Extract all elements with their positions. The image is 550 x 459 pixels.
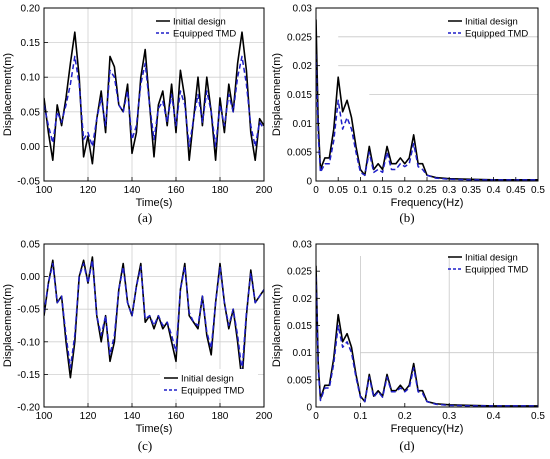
y-tick-label: -0.20	[17, 403, 40, 414]
x-tick-label: 0.5	[531, 185, 545, 196]
y-tick-label: -0.05	[17, 305, 40, 316]
y-tick-label: 0.015	[287, 90, 312, 101]
legend-label-initial-design: Initial design	[181, 374, 234, 385]
x-tick-label: 140	[124, 411, 141, 422]
y-tick-label: 0.005	[287, 148, 312, 159]
panel-caption: (a)	[138, 210, 152, 225]
x-axis-label: Time(s)	[136, 423, 173, 435]
chart-panel-4: 0 0.1 0.2 0.3 0.4 0.5 0 0.005 0.01 0.015 0.02 0.025…	[271, 240, 545, 454]
chart-panel-3: 100 120 140 160 180 200 -0.20 -0.15 -0.10 -0.05 0.…	[2, 240, 273, 454]
x-tick-label: 0.4	[487, 185, 501, 196]
y-tick-label: 0.025	[287, 267, 312, 278]
y-tick-label: 0.025	[287, 32, 312, 43]
axes-frame	[43, 243, 265, 408]
y-tick-label: 0.10	[21, 73, 41, 84]
y-tick-label: 0.20	[21, 4, 41, 15]
y-tick-label: -0.10	[17, 337, 40, 348]
series-line-initial-design	[316, 19, 538, 181]
series-line-equipped-tmd	[44, 259, 264, 372]
legend-label-initial-design: Initial design	[465, 17, 518, 28]
y-tick-label: 0.05	[21, 240, 41, 251]
x-axis-label: Frequency(Hz)	[391, 197, 464, 209]
series-line-equipped-tmd	[316, 276, 538, 407]
y-axis-label: Displacement(m)	[271, 53, 283, 136]
x-tick-label: 0.15	[373, 185, 393, 196]
x-tick-label: 100	[36, 185, 53, 196]
x-tick-label: 0	[313, 185, 319, 196]
panel-caption: (d)	[399, 438, 414, 453]
y-tick-label: 0.015	[287, 321, 312, 332]
x-tick-label: 0.35	[462, 185, 482, 196]
x-tick-label: 120	[80, 411, 97, 422]
x-tick-label: 0	[313, 411, 319, 422]
y-tick-label: -0.05	[17, 177, 40, 188]
x-axis-label: Frequency(Hz)	[391, 423, 464, 435]
series-line-equipped-tmd	[44, 55, 264, 148]
x-tick-label: 0.2	[398, 185, 412, 196]
x-tick-label: 0.45	[506, 185, 526, 196]
x-tick-label: 200	[256, 185, 273, 196]
legend-label-equipped-tmd: Equipped TMD	[181, 386, 244, 397]
x-axis-label: Time(s)	[136, 197, 173, 209]
x-tick-label: 0.25	[417, 185, 437, 196]
legend-label-initial-design: Initial design	[173, 17, 226, 28]
panel-caption: (c)	[138, 438, 152, 453]
x-tick-label: 140	[124, 185, 141, 196]
y-tick-label: 0	[306, 177, 312, 188]
x-tick-label: 0.4	[487, 411, 501, 422]
y-tick-label: 0.05	[21, 107, 41, 118]
x-tick-label: 120	[80, 185, 97, 196]
y-tick-label: 0.03	[293, 240, 313, 251]
panel-caption: (b)	[399, 210, 414, 225]
legend-box	[160, 369, 258, 399]
y-tick-label: -0.15	[17, 370, 40, 381]
x-tick-label: 0.2	[398, 411, 412, 422]
x-tick-label: 0.3	[442, 411, 456, 422]
x-tick-label: 0.1	[353, 185, 367, 196]
y-axis-label: Displacement(m)	[2, 284, 14, 367]
x-tick-label: 180	[212, 185, 229, 196]
y-tick-label: 0.00	[21, 272, 41, 283]
y-tick-label: 0.15	[21, 38, 41, 49]
x-tick-label: 0.1	[353, 411, 367, 422]
y-tick-label: 0.02	[293, 61, 313, 72]
chart-panel-1: 100 120 140 160 180 200 -0.05 0.00 0.05 0.10 0.15 0…	[2, 4, 273, 226]
x-tick-label: 0.5	[531, 411, 545, 422]
legend-label-equipped-tmd: Equipped TMD	[465, 29, 528, 40]
x-tick-label: 100	[36, 411, 53, 422]
legend-label-equipped-tmd: Equipped TMD	[173, 29, 236, 40]
axes-frame	[43, 7, 265, 182]
x-tick-label: 160	[168, 185, 185, 196]
x-tick-label: 0.05	[328, 185, 348, 196]
x-tick-label: 0.3	[442, 185, 456, 196]
y-tick-label: 0	[306, 403, 312, 414]
y-axis-label: Displacement(m)	[271, 284, 283, 367]
plot-area	[316, 244, 538, 407]
y-tick-label: 0.01	[293, 348, 313, 359]
y-tick-label: 0.00	[21, 142, 41, 153]
x-tick-label: 180	[212, 411, 229, 422]
y-tick-label: 0.02	[293, 294, 313, 305]
series-line-equipped-tmd	[316, 54, 538, 181]
legend-label-equipped-tmd: Equipped TMD	[465, 265, 528, 276]
chart-panel-2: 0 0.05 0.1 0.15 0.2 0.25 0.3 0.35 0.4 0.45 0.5 0 0.0…	[271, 4, 545, 226]
y-tick-label: 0.005	[287, 375, 312, 386]
x-tick-label: 200	[256, 411, 273, 422]
legend-label-initial-design: Initial design	[465, 253, 518, 264]
y-axis-label: Displacement(m)	[2, 53, 14, 136]
y-tick-label: 0.03	[293, 4, 313, 15]
x-tick-label: 160	[168, 411, 185, 422]
y-tick-label: 0.01	[293, 119, 313, 130]
